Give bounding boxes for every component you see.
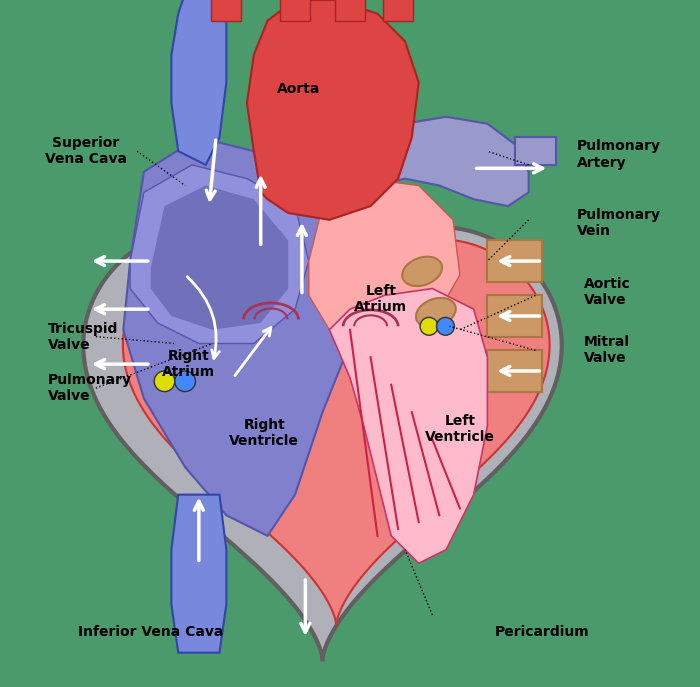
Text: Superior
Vena Cava: Superior Vena Cava [45,136,127,166]
Polygon shape [335,0,365,21]
Text: Right
Ventricle: Right Ventricle [229,418,299,448]
Polygon shape [309,179,460,344]
Polygon shape [364,117,528,206]
Circle shape [437,317,454,335]
Polygon shape [383,0,413,21]
Polygon shape [487,295,542,337]
Polygon shape [83,227,561,660]
Text: Aorta: Aorta [276,82,320,96]
Ellipse shape [416,298,456,327]
Polygon shape [487,240,542,282]
Text: Aortic
Valve: Aortic Valve [584,277,630,307]
Text: Left
Ventricle: Left Ventricle [425,414,495,444]
Text: Left
Atrium: Left Atrium [354,284,407,314]
Polygon shape [172,495,226,653]
Circle shape [420,317,438,335]
Polygon shape [123,240,550,625]
Polygon shape [515,137,556,165]
Ellipse shape [402,257,442,286]
Text: Right
Atrium: Right Atrium [162,349,215,379]
Circle shape [154,371,175,392]
Polygon shape [247,0,419,220]
Polygon shape [150,185,288,330]
Polygon shape [172,0,226,165]
Polygon shape [280,0,310,21]
Text: Pericardium: Pericardium [494,625,589,639]
Polygon shape [130,165,309,344]
Polygon shape [123,137,364,536]
Text: Inferior Vena Cava: Inferior Vena Cava [78,625,223,639]
Text: Pulmonary
Artery: Pulmonary Artery [577,139,661,170]
Text: Tricuspid
Valve: Tricuspid Valve [48,322,118,352]
Circle shape [175,371,195,392]
Text: Pulmonary
Valve: Pulmonary Valve [48,373,132,403]
Polygon shape [330,289,487,563]
Text: Pulmonary
Vein: Pulmonary Vein [577,208,661,238]
Text: Mitral
Valve: Mitral Valve [584,335,629,365]
Polygon shape [211,0,242,21]
Polygon shape [487,350,542,392]
